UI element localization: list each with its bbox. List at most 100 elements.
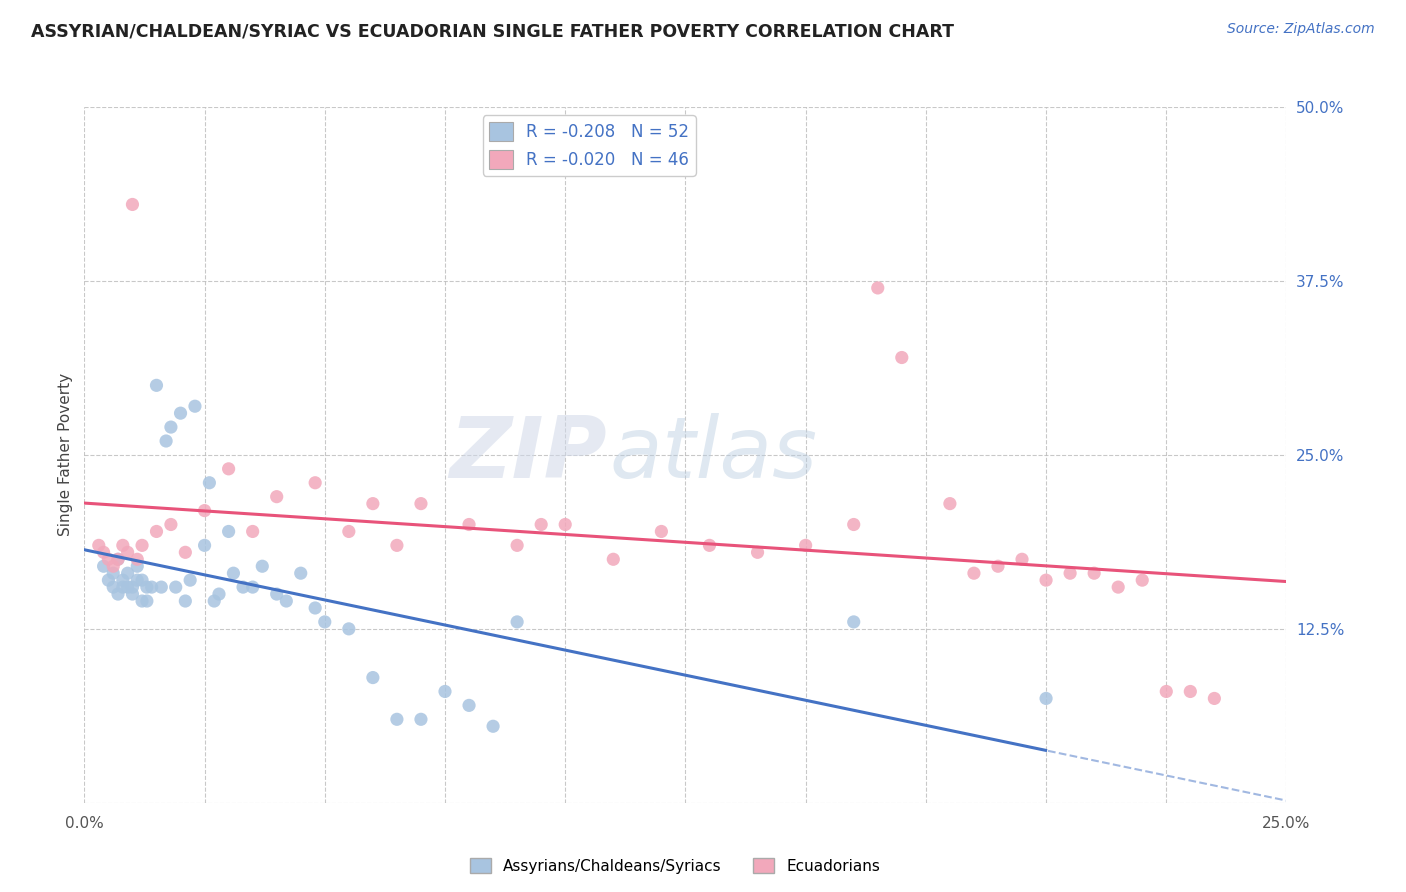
Point bbox=[1083, 566, 1105, 581]
Point bbox=[482, 719, 505, 733]
Point bbox=[127, 552, 149, 566]
Point bbox=[127, 573, 149, 587]
Point bbox=[141, 580, 163, 594]
Point bbox=[1011, 552, 1033, 566]
Point bbox=[842, 615, 865, 629]
Point bbox=[842, 517, 865, 532]
Point bbox=[103, 566, 125, 581]
Point bbox=[194, 538, 217, 552]
Point bbox=[890, 351, 912, 365]
Point bbox=[111, 580, 134, 594]
Point bbox=[1035, 691, 1057, 706]
Point bbox=[506, 538, 529, 552]
Point bbox=[1035, 573, 1057, 587]
Point bbox=[242, 524, 264, 539]
Point bbox=[145, 378, 167, 392]
Point bbox=[202, 594, 225, 608]
Point bbox=[131, 538, 153, 552]
Point bbox=[145, 524, 167, 539]
Point bbox=[1156, 684, 1178, 698]
Text: Source: ZipAtlas.com: Source: ZipAtlas.com bbox=[1227, 22, 1375, 37]
Point bbox=[121, 587, 143, 601]
Point bbox=[650, 524, 672, 539]
Point bbox=[131, 573, 153, 587]
Point bbox=[337, 524, 360, 539]
Point bbox=[987, 559, 1010, 574]
Point bbox=[266, 490, 288, 504]
Point bbox=[939, 497, 962, 511]
Point bbox=[174, 594, 197, 608]
Point bbox=[121, 197, 143, 211]
Point bbox=[222, 566, 245, 581]
Legend: Assyrians/Chaldeans/Syriacs, Ecuadorians: Assyrians/Chaldeans/Syriacs, Ecuadorians bbox=[464, 852, 886, 880]
Y-axis label: Single Father Poverty: Single Father Poverty bbox=[58, 374, 73, 536]
Point bbox=[121, 580, 143, 594]
Point bbox=[194, 503, 217, 517]
Legend: R = -0.208   N = 52, R = -0.020   N = 46: R = -0.208 N = 52, R = -0.020 N = 46 bbox=[482, 115, 696, 176]
Point bbox=[135, 594, 157, 608]
Point bbox=[290, 566, 312, 581]
Point bbox=[111, 573, 134, 587]
Point bbox=[530, 517, 553, 532]
Point bbox=[107, 552, 129, 566]
Point bbox=[97, 573, 120, 587]
Point bbox=[218, 462, 240, 476]
Point bbox=[179, 573, 201, 587]
Point bbox=[304, 475, 326, 490]
Point bbox=[1107, 580, 1129, 594]
Point bbox=[174, 545, 197, 559]
Point bbox=[1130, 573, 1153, 587]
Point bbox=[184, 399, 207, 413]
Point bbox=[150, 580, 173, 594]
Point bbox=[165, 580, 187, 594]
Text: ZIP: ZIP bbox=[450, 413, 607, 497]
Point bbox=[103, 580, 125, 594]
Point bbox=[337, 622, 360, 636]
Point bbox=[554, 517, 576, 532]
Point bbox=[127, 559, 149, 574]
Point bbox=[385, 538, 408, 552]
Point bbox=[361, 671, 384, 685]
Point bbox=[131, 594, 153, 608]
Point bbox=[409, 712, 432, 726]
Point bbox=[97, 552, 120, 566]
Point bbox=[87, 538, 110, 552]
Point bbox=[169, 406, 191, 420]
Point bbox=[111, 538, 134, 552]
Point bbox=[198, 475, 221, 490]
Point bbox=[218, 524, 240, 539]
Text: atlas: atlas bbox=[610, 413, 818, 497]
Point bbox=[385, 712, 408, 726]
Point bbox=[117, 545, 139, 559]
Point bbox=[276, 594, 298, 608]
Point bbox=[747, 545, 769, 559]
Point bbox=[242, 580, 264, 594]
Point bbox=[93, 545, 115, 559]
Point bbox=[794, 538, 817, 552]
Point bbox=[602, 552, 624, 566]
Point bbox=[1204, 691, 1226, 706]
Point bbox=[963, 566, 986, 581]
Point bbox=[117, 566, 139, 581]
Point bbox=[232, 580, 254, 594]
Point bbox=[93, 559, 115, 574]
Point bbox=[1180, 684, 1202, 698]
Point bbox=[314, 615, 336, 629]
Point bbox=[304, 601, 326, 615]
Point bbox=[506, 615, 529, 629]
Point bbox=[160, 420, 183, 434]
Point bbox=[458, 698, 481, 713]
Point bbox=[458, 517, 481, 532]
Point bbox=[155, 434, 177, 448]
Point bbox=[699, 538, 721, 552]
Point bbox=[266, 587, 288, 601]
Point bbox=[1059, 566, 1081, 581]
Point bbox=[117, 580, 139, 594]
Point bbox=[103, 559, 125, 574]
Text: ASSYRIAN/CHALDEAN/SYRIAC VS ECUADORIAN SINGLE FATHER POVERTY CORRELATION CHART: ASSYRIAN/CHALDEAN/SYRIAC VS ECUADORIAN S… bbox=[31, 22, 953, 40]
Point bbox=[866, 281, 889, 295]
Point bbox=[252, 559, 274, 574]
Point bbox=[135, 580, 157, 594]
Point bbox=[160, 517, 183, 532]
Point bbox=[107, 552, 129, 566]
